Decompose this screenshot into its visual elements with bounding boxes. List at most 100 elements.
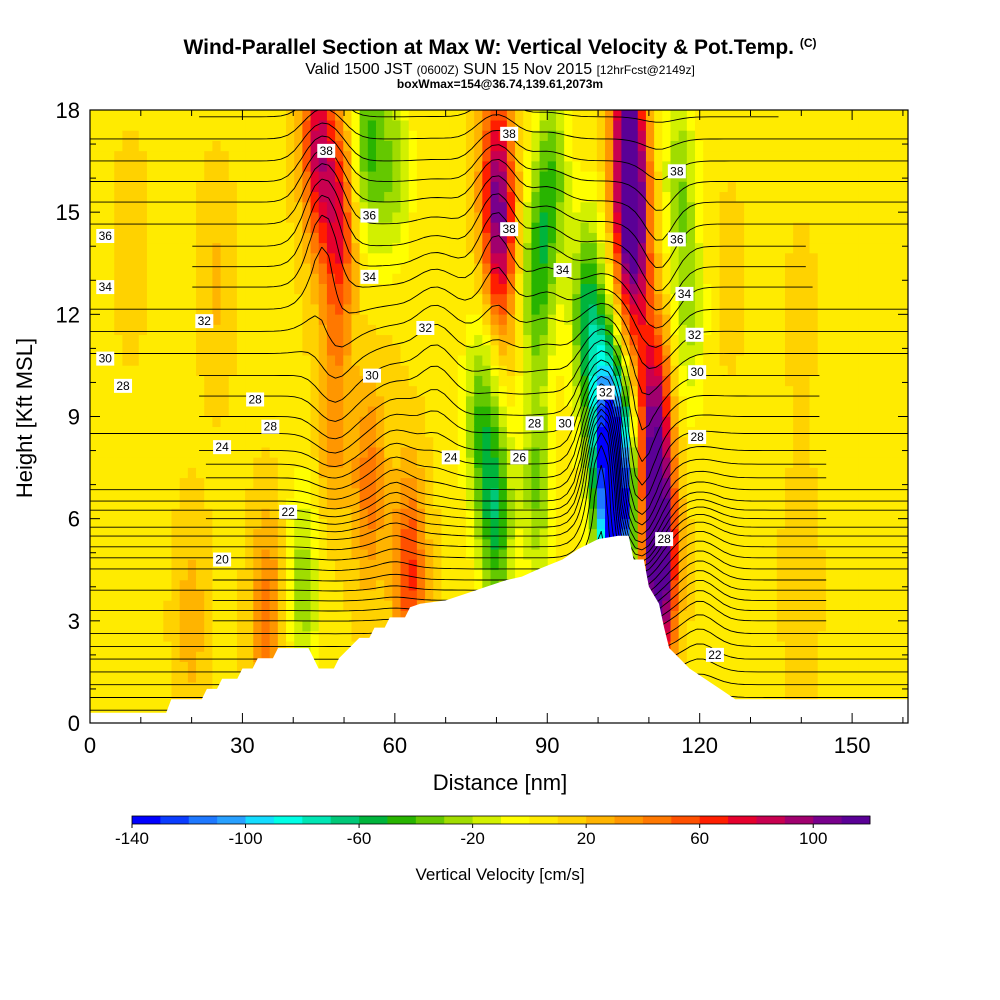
velocity-cell: [719, 661, 729, 673]
velocity-cell: [318, 497, 328, 509]
velocity-cell: [277, 365, 287, 376]
velocity-cell: [490, 477, 500, 489]
velocity-cell: [515, 497, 524, 509]
velocity-cell: [605, 446, 614, 458]
velocity-cell: [196, 651, 205, 662]
velocity-cell: [155, 160, 164, 172]
velocity-cell: [359, 620, 369, 632]
velocity-cell: [735, 661, 745, 673]
velocity-cell: [196, 344, 205, 356]
velocity-cell: [392, 487, 402, 499]
velocity-cell: [130, 119, 140, 131]
velocity-cell: [465, 467, 475, 479]
velocity-cell: [269, 191, 279, 203]
velocity-cell: [400, 518, 410, 530]
velocity-cell: [416, 232, 426, 244]
velocity-cell: [286, 293, 295, 305]
velocity-cell: [678, 477, 688, 489]
velocity-cell: [425, 262, 434, 274]
velocity-cell: [678, 150, 688, 162]
velocity-cell: [138, 467, 148, 479]
velocity-cell: [564, 457, 573, 468]
velocity-cell: [90, 702, 99, 714]
velocity-cell: [719, 549, 729, 560]
velocity-cell: [196, 334, 205, 346]
velocity-cell: [294, 252, 303, 264]
velocity-cell: [155, 528, 164, 540]
velocity-cell: [465, 262, 475, 274]
velocity-cell: [97, 426, 107, 438]
velocity-cell: [474, 375, 483, 387]
velocity-cell: [155, 426, 164, 438]
velocity-cell: [539, 487, 549, 499]
velocity-cell: [433, 334, 443, 346]
velocity-cell: [326, 293, 336, 305]
velocity-cell: [302, 171, 312, 182]
velocity-cell: [760, 426, 770, 438]
velocity-cell: [261, 232, 271, 244]
velocity-cell: [555, 314, 565, 325]
velocity-cell: [441, 211, 451, 223]
velocity-cell: [433, 242, 443, 254]
velocity-cell: [122, 426, 132, 438]
velocity-cell: [662, 181, 672, 193]
velocity-cell: [629, 130, 639, 141]
velocity-cell: [179, 681, 189, 693]
velocity-cell: [654, 416, 663, 428]
velocity-cell: [130, 283, 140, 295]
velocity-cell: [277, 375, 287, 387]
velocity-cell: [204, 661, 213, 673]
velocity-cell: [220, 140, 230, 152]
velocity-cell: [441, 497, 451, 509]
velocity-cell: [212, 671, 222, 683]
velocity-cell: [146, 405, 156, 417]
velocity-cell: [695, 457, 704, 468]
velocity-cell: [359, 252, 369, 264]
velocity-cell: [580, 303, 590, 315]
velocity-cell: [97, 191, 107, 203]
velocity-cell: [547, 283, 557, 295]
velocity-cell: [97, 201, 107, 213]
velocity-cell: [179, 211, 189, 223]
velocity-cell: [416, 528, 426, 540]
velocity-cell: [695, 385, 704, 397]
velocity-cell: [171, 477, 181, 489]
velocity-cell: [359, 181, 369, 193]
velocity-cell: [106, 436, 115, 448]
velocity-cell: [719, 354, 729, 366]
velocity-cell: [302, 181, 312, 193]
velocity-cell: [457, 487, 467, 499]
velocity-cell: [220, 242, 230, 254]
velocity-cell: [277, 293, 287, 305]
velocity-cell: [515, 324, 524, 336]
velocity-cell: [596, 518, 606, 530]
velocity-cell: [228, 222, 238, 233]
velocity-cell: [752, 651, 762, 662]
velocity-cell: [719, 559, 729, 571]
velocity-cell: [179, 436, 189, 448]
velocity-cell: [294, 528, 303, 540]
velocity-cell: [735, 436, 745, 448]
velocity-cell: [449, 334, 459, 346]
velocity-cell: [106, 375, 115, 387]
velocity-cell: [367, 242, 377, 254]
velocity-cell: [163, 702, 173, 714]
velocity-cell: [539, 559, 549, 571]
velocity-cell: [711, 508, 721, 519]
velocity-cell: [261, 630, 271, 642]
velocity-cell: [572, 334, 582, 346]
velocity-cell: [727, 242, 737, 254]
velocity-cell: [645, 436, 655, 448]
velocity-cell: [236, 324, 246, 336]
velocity-cell: [163, 191, 173, 203]
velocity-cell: [286, 171, 295, 182]
velocity-cell: [114, 334, 124, 346]
velocity-cell: [384, 436, 393, 448]
velocity-cell: [695, 314, 704, 325]
velocity-cell: [228, 457, 238, 468]
velocity-cell: [171, 252, 181, 264]
velocity-cell: [146, 426, 156, 438]
velocity-cell: [588, 497, 598, 509]
velocity-cell: [310, 600, 320, 611]
velocity-cell: [515, 528, 524, 540]
